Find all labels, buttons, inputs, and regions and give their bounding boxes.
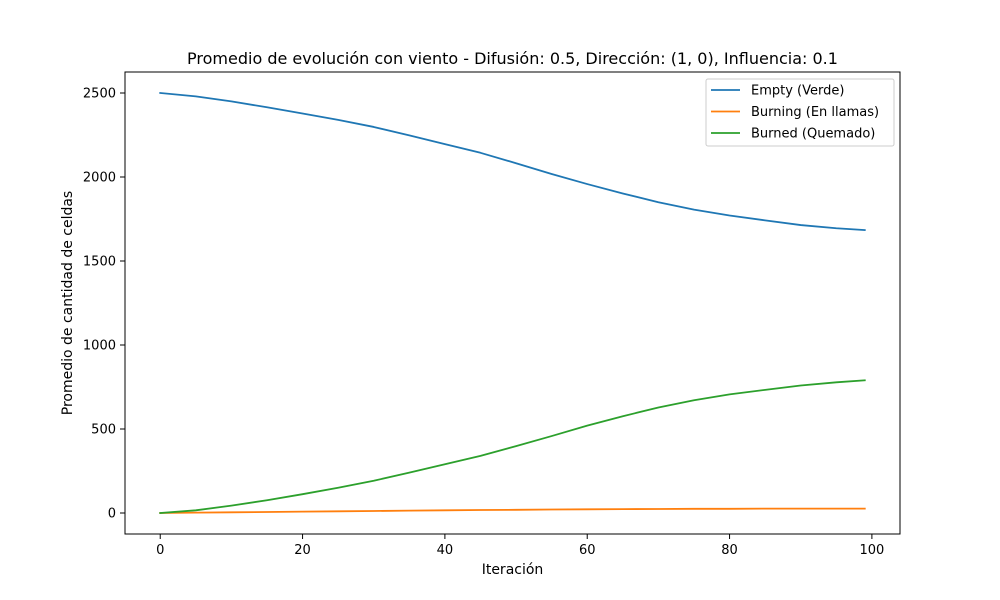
series-line-2 [159, 379, 866, 514]
legend-box [705, 78, 895, 147]
y-tick-label: 0 [108, 507, 116, 522]
series-line-1 [159, 507, 866, 514]
y-axis-title: Promedio de cantidad de celdas [60, 191, 76, 415]
series-line-0 [159, 92, 866, 232]
x-tick-label: 60 [579, 543, 596, 558]
x-tick-label: 80 [721, 543, 738, 558]
legend-label: Burning (En llamas) [751, 105, 879, 120]
plot-frame [124, 71, 901, 535]
x-tick-label: 100 [859, 543, 884, 558]
x-tick-label: 20 [294, 543, 311, 558]
x-tick-label: 0 [156, 543, 164, 558]
y-tick-label: 1500 [83, 255, 116, 270]
chart-title: Promedio de evolución con viento - Difus… [187, 49, 838, 68]
y-tick-label: 2500 [83, 87, 116, 102]
legend: Empty (Verde) Burning (En llamas) Burned (… [705, 78, 895, 147]
legend-label: Empty (Verde) [751, 84, 844, 99]
y-tick-label: 1000 [83, 339, 116, 354]
plot-area [159, 92, 866, 514]
y-tick-label: 2000 [83, 171, 116, 186]
legend-label: Burned (Quemado) [751, 127, 875, 142]
x-axis-title: Iteración [482, 562, 544, 578]
x-tick-label: 40 [437, 543, 454, 558]
y-tick-label: 500 [91, 423, 116, 438]
